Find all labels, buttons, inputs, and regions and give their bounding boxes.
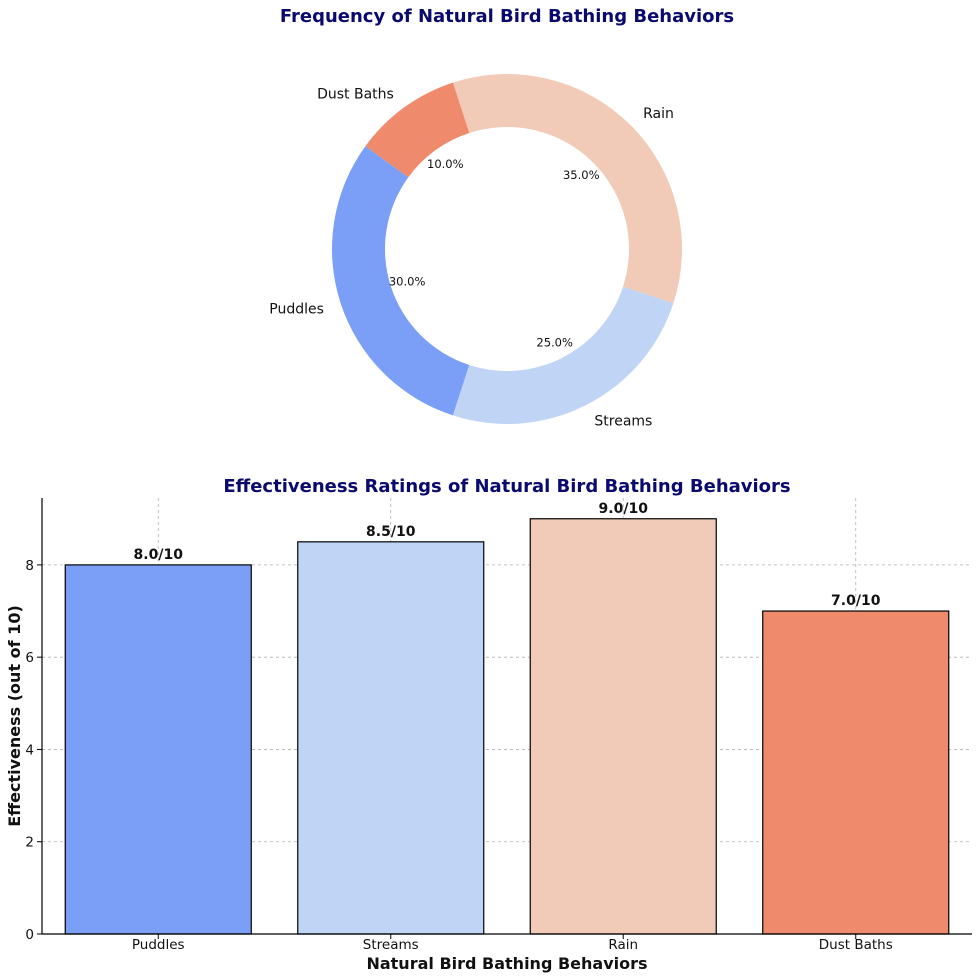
slice-label-rain: Rain (643, 106, 674, 122)
donut-labels: Puddles 30.0% Streams 25.0% Rain 35.0% Dust Ba… (269, 86, 674, 429)
y-tick-label: 0 (25, 927, 34, 943)
bar-label-rain: 9.0/10 (599, 501, 649, 517)
bar-puddles (64, 564, 252, 935)
slice-label-streams: Streams (594, 414, 652, 430)
y-tick-label: 8 (25, 558, 34, 574)
bar-bars: 8.0/10 8.5/10 9.0/10 7.0/10 (64, 501, 950, 935)
donut-slices (332, 74, 682, 424)
y-tick-label: 4 (25, 742, 34, 758)
bar-rain (529, 518, 717, 935)
bar-chart: Effectiveness Ratings of Natural Bird Ba… (5, 476, 972, 973)
y-tick-label: 6 (25, 650, 34, 666)
x-tick-label-streams: Streams (363, 937, 419, 953)
x-tick-label-rain: Rain (608, 937, 638, 953)
donut-slice-streams (452, 286, 674, 424)
bar-label-puddles: 8.0/10 (134, 547, 184, 563)
donut-slice-puddles (332, 146, 470, 416)
slice-pct-dust-baths: 10.0% (427, 157, 464, 171)
bar-title: Effectiveness Ratings of Natural Bird Ba… (223, 476, 790, 497)
slice-pct-rain: 35.0% (563, 168, 600, 182)
slice-pct-streams: 25.0% (536, 336, 573, 350)
x-tick-label-dust-baths: Dust Baths (819, 937, 893, 953)
donut-title: Frequency of Natural Bird Bathing Behavi… (280, 6, 734, 27)
y-axis-label: Effectiveness (out of 10) (5, 605, 24, 827)
slice-pct-puddles: 30.0% (389, 274, 426, 288)
bar-streams (297, 541, 485, 935)
slice-label-puddles: Puddles (269, 301, 324, 317)
x-axis-label: Natural Bird Bathing Behaviors (366, 954, 647, 973)
bar-dust-baths (762, 610, 950, 935)
donut-slice-dust-baths (365, 82, 470, 178)
slice-label-dust-baths: Dust Baths (317, 86, 394, 102)
donut-slice-rain (452, 74, 682, 304)
bar-axes: 0 2 4 6 8 Puddles Streams Rain Dust Baths (25, 498, 972, 953)
donut-chart: Frequency of Natural Bird Bathing Behavi… (269, 6, 734, 430)
bar-label-dust-baths: 7.0/10 (831, 593, 881, 609)
y-tick-label: 2 (25, 835, 34, 851)
bar-label-streams: 8.5/10 (366, 524, 416, 540)
x-tick-label-puddles: Puddles (132, 937, 185, 953)
